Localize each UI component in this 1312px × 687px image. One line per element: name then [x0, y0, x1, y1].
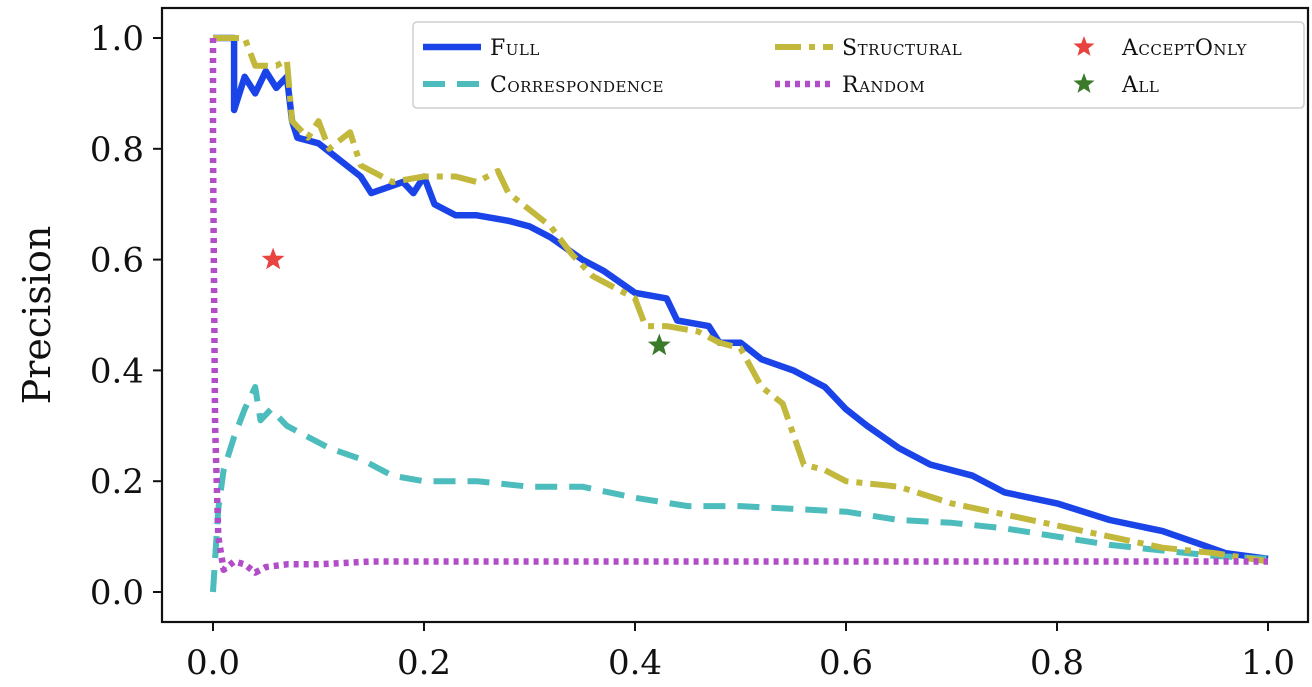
- series-line-full: [213, 34, 1269, 563]
- legend: Full Correspondence Structural Random Accept…: [412, 21, 1305, 109]
- legend-label-full: Full: [490, 36, 540, 61]
- legend-label-random: Random: [842, 73, 925, 98]
- legend-label-acceptonly: AcceptOnly: [1121, 36, 1248, 61]
- y-axis-title: Precision: [15, 226, 59, 405]
- x-tick-label: 0.6: [819, 643, 873, 683]
- x-axis: 0.0 0.2 0.4 0.6 0.8 1.0: [186, 622, 1295, 683]
- legend-label-structural: Structural: [842, 36, 962, 61]
- legend-swatch-all: [1073, 73, 1095, 93]
- marker-star-all: [647, 333, 671, 356]
- marker-star-acceptonly: [261, 247, 285, 270]
- series-line-structural: [213, 35, 1269, 565]
- y-tick-label: 1.0: [90, 19, 144, 59]
- plot-frame: [160, 6, 1310, 624]
- y-tick-label: 0.8: [90, 130, 144, 170]
- x-tick-label: 0.4: [608, 643, 662, 683]
- y-tick-label: 0.2: [90, 462, 144, 502]
- x-tick-label: 0.2: [397, 643, 451, 683]
- marker-layer: [261, 247, 671, 356]
- y-axis: 0.0 0.2 0.4 0.6 0.8 1.0: [90, 19, 162, 613]
- x-tick-label: 0.8: [1030, 643, 1084, 683]
- y-tick-label: 0.4: [90, 351, 144, 391]
- y-tick-label: 0.0: [90, 573, 144, 613]
- y-tick-label: 0.6: [90, 241, 144, 281]
- series-layer: [209, 34, 1269, 593]
- series-line-correspondence: [210, 384, 1269, 593]
- series-line-random: [209, 38, 1268, 576]
- legend-label-all: All: [1121, 73, 1159, 98]
- x-tick-label: 0.0: [186, 643, 240, 683]
- legend-swatch-acceptonly: [1073, 36, 1095, 56]
- x-tick-label: 1.0: [1241, 643, 1295, 683]
- legend-label-correspondence: Correspondence: [490, 73, 664, 98]
